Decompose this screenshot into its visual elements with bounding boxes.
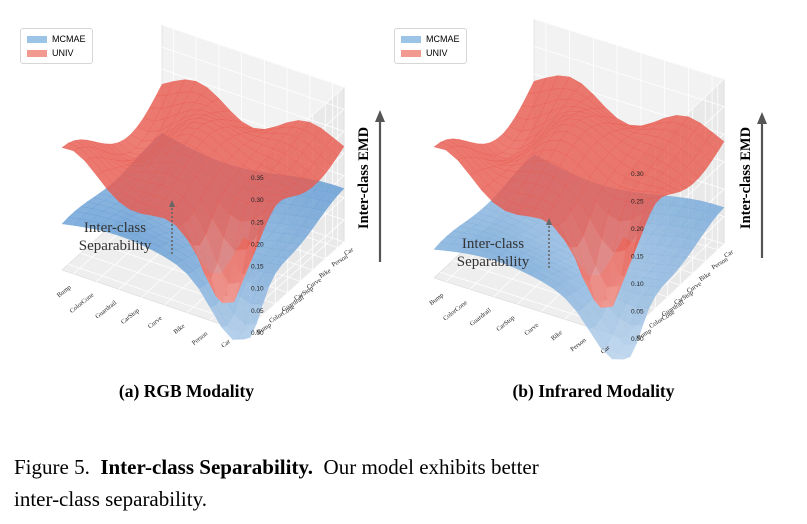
x-tick-label: Bump [56, 284, 73, 299]
x-tick-label: Curve [523, 322, 540, 337]
figure-caption-line2: inter-class separability. [14, 487, 207, 511]
x-tick-label: Bike [550, 329, 564, 342]
z-tick-label: 0.05 [251, 308, 264, 315]
panel-rgb: 0.00 0.05 0.10 0.15 0.20 0.25 0.30 0.35 Bump Colo… [0, 0, 403, 420]
x-tick-label: Car [220, 338, 232, 350]
legend-item-mcmae: MCMAE [27, 32, 86, 46]
surface-facet [433, 242, 453, 251]
z-axis-arrow-head [757, 112, 767, 124]
surface-plot-rgb: 0.000.050.100.150.200.250.300.35BumpColo… [56, 24, 385, 350]
x-tick-label: CarStop [120, 307, 141, 326]
y-tick-label: Car [343, 246, 355, 257]
x-tick-label: Curve [147, 315, 164, 330]
legend-item-univ: UNIV [27, 46, 86, 60]
legend-label-univ: UNIV [426, 48, 448, 58]
x-tick-label: Bike [172, 323, 186, 336]
x-tick-label: CarStop [495, 314, 516, 333]
separability-arrow-head [169, 200, 175, 207]
z-tick-label: 0.00 [251, 330, 264, 337]
y-tick-label: Bike [698, 271, 712, 284]
z-tick-label: 0.15 [631, 254, 644, 261]
annotation-line2: Separability [457, 254, 530, 270]
z-axis-label: Inter-class EMD [356, 127, 372, 229]
legend: MCMAE UNIV [20, 28, 93, 64]
surface-facet [61, 217, 80, 226]
z-tick-label: 0.15 [251, 264, 264, 271]
x-tick-label: Person [191, 330, 210, 347]
y-tick-label: Car [723, 248, 735, 259]
legend-swatch-mcmae [27, 35, 47, 43]
legend: MCMAE UNIV [394, 28, 467, 64]
x-tick-label: ColorCone [69, 292, 96, 315]
surface-facet [61, 142, 80, 151]
surface-facet [433, 142, 453, 151]
z-tick-label: 0.25 [251, 219, 264, 226]
x-tick-label: Car [600, 344, 612, 356]
figure-text: Our model exhibits better [323, 455, 539, 479]
z-tick-label: 0.30 [251, 197, 264, 204]
surface-univ [433, 75, 725, 309]
z-tick-label: 0.20 [251, 241, 264, 248]
annotation-line2: Separability [79, 238, 152, 254]
z-tick-label: 0.10 [251, 286, 264, 293]
figure-title: Inter-class Separability. [100, 455, 314, 479]
figure-label: Figure 5. [14, 455, 90, 479]
z-tick-label: 0.05 [631, 309, 644, 316]
legend-swatch-univ [27, 49, 47, 57]
z-tick-label: 0.30 [631, 171, 644, 178]
figure-caption: Figure 5. Inter-class Separability. Our … [14, 451, 799, 515]
surface-plot-infrared: 0.00 0.05 0.10 0.15 0.20 0.25 0.30 BumpColorCon… [428, 18, 767, 360]
annotation-line1: Inter-class [462, 236, 524, 252]
legend-item-univ: UNIV [401, 46, 460, 60]
x-tick-label: Bump [428, 292, 445, 307]
separability-arrow-head [546, 218, 552, 225]
y-tick-label: Bike [318, 267, 332, 280]
z-tick-label: 0.00 [631, 336, 644, 343]
annotation-line1: Inter-class [84, 220, 146, 236]
legend-swatch-mcmae [401, 35, 421, 43]
x-tick-label: Guardrail [94, 299, 118, 320]
legend-swatch-univ [401, 49, 421, 57]
figure-caption-line1: Figure 5. Inter-class Separability. Our … [14, 451, 799, 483]
panel-infrared: 0.00 0.05 0.10 0.15 0.20 0.25 0.30 Bump ColorCon… [382, 0, 785, 420]
x-tick-label: Person [569, 336, 588, 353]
subfigure-caption: (a) RGB Modality [118, 381, 255, 401]
z-tick-label: 0.25 [631, 199, 644, 206]
z-tick-label: 0.35 [251, 175, 264, 182]
x-tick-label: ColorCone [442, 299, 469, 322]
legend-label-mcmae: MCMAE [52, 34, 86, 44]
y-tick-label: Bump [256, 322, 273, 336]
legend-label-univ: UNIV [52, 48, 74, 58]
z-axis-arrow-head [375, 110, 385, 122]
z-tick-label: 0.20 [631, 226, 644, 233]
x-tick-label: Guardrail [469, 307, 493, 328]
surface-univ [61, 79, 345, 304]
z-tick-label: 0.10 [631, 281, 644, 288]
subfigure-caption: (b) Infrared Modality [512, 381, 675, 401]
z-axis-label: Inter-class EMD [738, 127, 754, 229]
legend-item-mcmae: MCMAE [401, 32, 460, 46]
legend-label-mcmae: MCMAE [426, 34, 460, 44]
